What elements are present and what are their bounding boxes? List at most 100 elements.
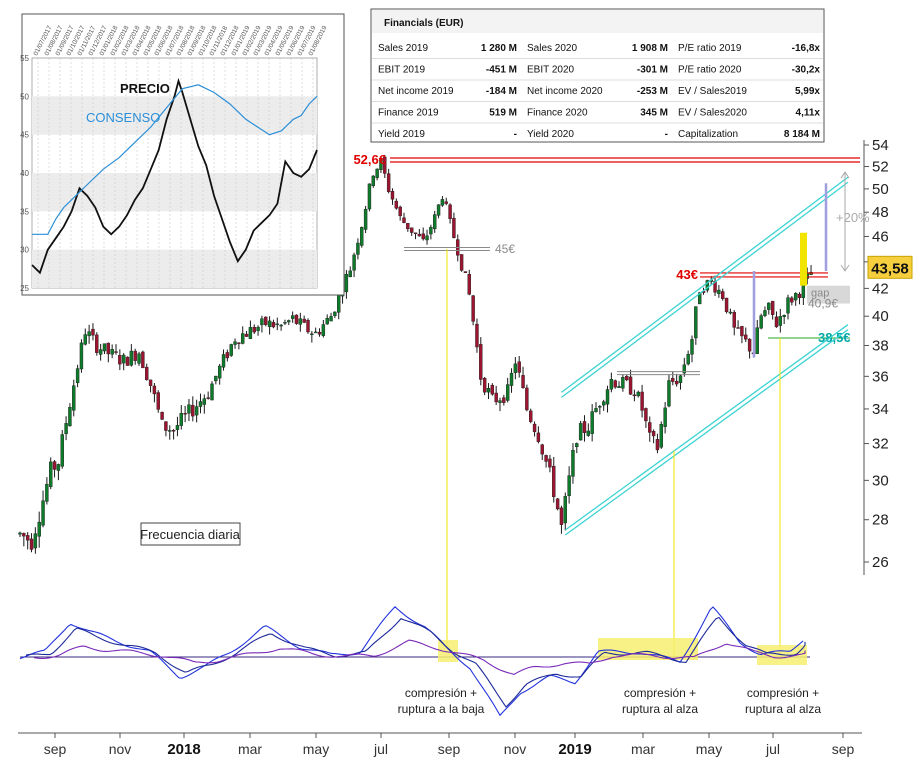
candle-body <box>333 311 337 316</box>
candle-body <box>237 342 241 344</box>
candle-body <box>674 380 679 385</box>
candle-body <box>241 333 245 344</box>
candle-body <box>578 423 583 441</box>
y-tick-label: 28 <box>872 512 889 529</box>
candle-body <box>313 331 318 334</box>
candle-body <box>790 297 794 303</box>
oscillator-annotation: ruptura al alza <box>622 702 698 716</box>
financials-cell-label: Finance 2020 <box>527 108 588 119</box>
candle-body <box>302 318 306 323</box>
candle-body <box>770 300 775 315</box>
candle-body <box>56 464 61 471</box>
candle-body <box>429 227 433 235</box>
y-tick-label: 50 <box>872 181 889 198</box>
candle-body <box>452 217 456 238</box>
candle-body <box>79 342 84 370</box>
candle-body <box>409 227 414 233</box>
financials-cell-value: -253 M <box>637 86 668 97</box>
candle-body <box>60 434 64 467</box>
candle-body <box>52 461 57 470</box>
candle-body <box>525 387 529 411</box>
y-tick-label: 30 <box>872 472 889 489</box>
inset-grid-band <box>32 249 317 288</box>
candle-body <box>559 507 564 525</box>
candle-body <box>371 175 375 186</box>
candle-body <box>740 326 744 337</box>
candle-body <box>736 327 740 329</box>
candle-body <box>179 413 183 426</box>
oscillator-annotation: ruptura al alza <box>745 702 821 716</box>
candle-body <box>517 361 521 373</box>
candle-body <box>628 376 633 395</box>
candle-body <box>363 208 368 230</box>
candle-body <box>459 254 464 271</box>
financials-cell-value: 1 908 M <box>632 43 668 54</box>
financials-cell-label: P/E ratio 2019 <box>678 43 742 54</box>
candle-body <box>64 423 68 435</box>
candle-body <box>563 496 567 524</box>
y-tick-label: 36 <box>872 368 889 385</box>
candle-body <box>494 392 498 403</box>
candle-body <box>102 343 107 352</box>
candle-body <box>121 354 126 364</box>
inset-y-tick-label: 25 <box>20 284 29 293</box>
candle-body <box>479 344 483 380</box>
candle-body <box>482 377 487 393</box>
candle-body <box>625 376 629 381</box>
x-tick-label: sep <box>438 741 461 757</box>
inset-y-tick-label: 45 <box>20 131 29 140</box>
candle-body <box>348 270 352 278</box>
y-tick-label: 54 <box>872 137 889 154</box>
channel-upper-line <box>561 181 849 398</box>
x-tick-label: nov <box>504 741 527 757</box>
oscillator-line-signal <box>33 639 806 675</box>
candle-body <box>797 293 802 298</box>
candle-body <box>732 311 736 328</box>
candle-body <box>767 302 771 310</box>
candle-body <box>421 233 425 240</box>
financials-cell-value: - <box>514 129 517 140</box>
y-tick-label: 26 <box>872 554 889 571</box>
candle-body <box>360 227 364 246</box>
financials-cell-value: - <box>665 129 668 140</box>
financials-cell-label: EV / Sales2019 <box>678 86 747 97</box>
candle-body <box>202 398 207 405</box>
candle-body <box>91 328 95 336</box>
candle-body <box>18 532 22 535</box>
candle-body <box>778 316 783 326</box>
candle-body <box>83 334 87 345</box>
candle-body <box>724 297 729 313</box>
x-tick-label: nov <box>109 741 132 757</box>
candle-body <box>137 353 141 364</box>
candle-body <box>759 315 763 329</box>
candle-body <box>571 450 575 477</box>
candle-body <box>386 173 391 192</box>
candle-body <box>540 444 544 455</box>
candle-body <box>72 385 76 411</box>
financials-cell-label: EBIT 2020 <box>527 65 575 76</box>
candle-body <box>651 430 656 437</box>
inset-y-tick-label: 50 <box>20 92 29 101</box>
candle-body <box>425 235 429 241</box>
candle-body <box>233 341 237 345</box>
candle-body <box>705 280 710 291</box>
candle-body <box>275 323 279 326</box>
oscillator-line-slow <box>25 616 806 708</box>
candle-body <box>168 430 172 432</box>
candle-body <box>22 533 26 537</box>
level-label: 43€ <box>676 267 698 282</box>
financials-cell-value: -301 M <box>637 65 668 76</box>
x-tick-label: sep <box>44 741 67 757</box>
financials-cell-value: 1 280 M <box>481 43 517 54</box>
channel-lower-line <box>564 329 849 536</box>
gap-box <box>807 285 850 304</box>
candle-body <box>148 379 153 386</box>
candle-body <box>648 422 652 433</box>
candle-body <box>75 368 80 383</box>
financials-cell-value: 519 M <box>489 108 517 119</box>
candle-body <box>413 232 418 235</box>
candle-body <box>298 318 303 325</box>
candle-body <box>640 391 644 411</box>
x-tick-label: 2019 <box>558 741 591 758</box>
candle-body <box>552 465 556 498</box>
